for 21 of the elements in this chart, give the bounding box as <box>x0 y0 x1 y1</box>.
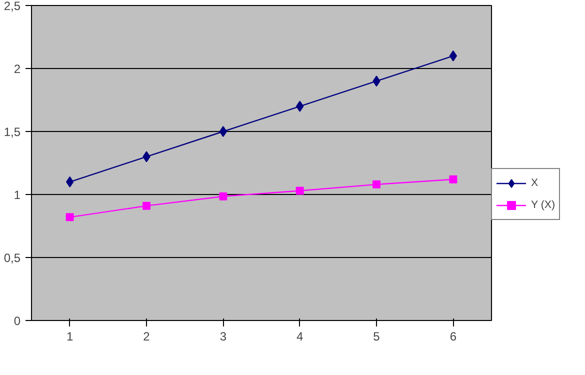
point <box>449 175 458 184</box>
y-tick-label: 0,5 <box>4 251 21 265</box>
legend-label: Y (X) <box>531 199 556 211</box>
point <box>142 202 150 210</box>
y-tick-label: 2 <box>14 62 21 76</box>
point <box>66 213 74 222</box>
x-tick-label: 1 <box>66 330 74 344</box>
x-tick-label: 4 <box>296 330 304 344</box>
x-tick-label: 3 <box>220 330 227 344</box>
point <box>372 180 380 188</box>
x-tick-label: 5 <box>373 330 380 344</box>
y-tick-label: 1,5 <box>4 125 21 139</box>
point <box>219 126 227 137</box>
point <box>219 192 228 200</box>
y-tick-label: 0 <box>14 314 21 328</box>
x-tick-label: 6 <box>450 330 457 344</box>
y-tick-label: 1 <box>14 188 21 202</box>
legend-label: X <box>531 177 540 189</box>
x-tick-label: 2 <box>143 330 150 344</box>
y-tick-label: 2,5 <box>4 0 21 13</box>
point <box>296 186 304 195</box>
